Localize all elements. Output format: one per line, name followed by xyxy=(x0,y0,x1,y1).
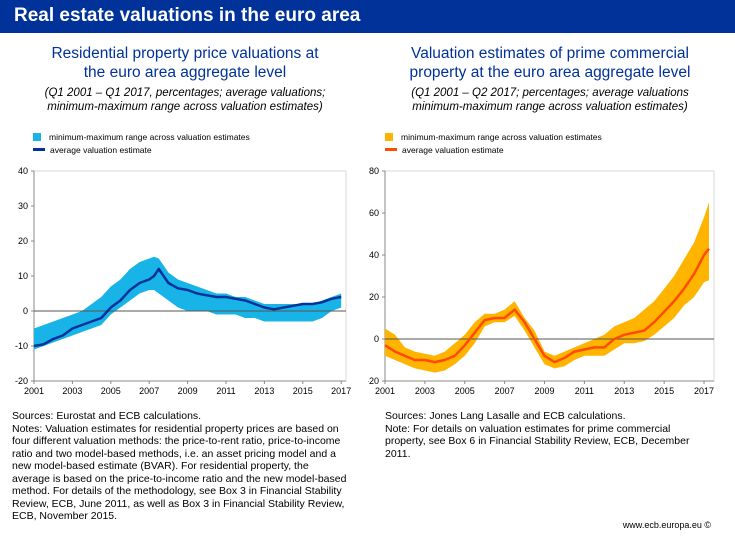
left-legend-range: minimum-maximum range across valuation e… xyxy=(33,130,250,143)
left-x-tick-label: 2009 xyxy=(178,386,198,396)
right-y-tick-label: 0 xyxy=(374,334,379,344)
left-y-tick-label: 20 xyxy=(18,236,28,246)
left-legend-range-label: minimum-maximum range across valuation e… xyxy=(49,131,250,142)
right-avg-line xyxy=(384,247,710,364)
right-subtitle-line1: (Q1 2001 – Q2 2017; percentages; average… xyxy=(411,87,689,99)
right-legend-range: minimum-maximum range across valuation e… xyxy=(385,130,602,143)
left-x-tick-label: 2017 xyxy=(331,386,351,396)
left-y-tick-label: -20 xyxy=(15,376,28,386)
right-x-tick-label: 2001 xyxy=(375,386,395,396)
left-avg-line xyxy=(33,267,342,348)
right-x-tick-label: 2017 xyxy=(694,386,714,396)
left-subtitle-line2: minimum-maximum range across valuation e… xyxy=(47,101,323,113)
left-notes-line: ECB, November 2015. xyxy=(12,510,118,522)
right-x-tick-label: 2003 xyxy=(415,386,435,396)
left-y-tick-label: 30 xyxy=(18,201,28,211)
right-x-tick-label: 2007 xyxy=(495,386,515,396)
left-notes-line: Sources: Eurostat and ECB calculations. xyxy=(12,410,202,422)
right-title-line2: property at the euro area aggregate leve… xyxy=(409,64,691,81)
left-x-tick-label: 2005 xyxy=(101,386,121,396)
right-y-tick-label: 40 xyxy=(369,250,379,260)
left-legend-avg-swatch xyxy=(33,148,45,151)
left-y-tick-label: 10 xyxy=(18,271,28,281)
left-legend-avg: average valuation estimate xyxy=(33,143,250,156)
left-x-tick-label: 2011 xyxy=(216,386,235,396)
right-legend-range-swatch xyxy=(385,132,393,141)
left-y-tick-label: -10 xyxy=(15,341,28,351)
left-x-tick-label: 2007 xyxy=(139,386,159,396)
left-notes-line: ratio and two model-based methods, i.e. … xyxy=(12,447,336,460)
left-title-line2: the euro area aggregate level xyxy=(83,64,287,81)
page-title: Real estate valuations in the euro area xyxy=(14,5,361,26)
right-notes: Sources: Jones Lang Lasalle and ECB calc… xyxy=(385,410,730,460)
right-notes-line: Note: For details on valuation estimates… xyxy=(385,422,671,435)
right-x-tick-label: 2009 xyxy=(534,386,554,396)
right-range-band xyxy=(385,202,709,373)
right-legend-avg-label: average valuation estimate xyxy=(402,144,504,155)
right-y-tick-label: 60 xyxy=(369,208,379,218)
header-bar: Real estate valuations in the euro area xyxy=(0,0,735,33)
left-chart-subtitle: (Q1 2001 – Q1 2017, percentages; average… xyxy=(5,86,365,114)
left-notes-line: four different valuation methods: the pr… xyxy=(12,435,341,447)
left-subtitle-line1: (Q1 2001 – Q1 2017, percentages; average… xyxy=(44,87,326,99)
right-x-tick-label: 2011 xyxy=(575,386,594,396)
left-x-tick-label: 2015 xyxy=(293,386,313,396)
right-notes-line: Sources: Jones Lang Lasalle and ECB calc… xyxy=(385,410,626,422)
right-x-tick-label: 2013 xyxy=(614,386,634,396)
left-notes-line: Notes: Valuation estimates for residenti… xyxy=(12,422,339,435)
right-legend: minimum-maximum range across valuation e… xyxy=(385,130,602,156)
left-legend: minimum-maximum range across valuation e… xyxy=(33,130,250,156)
left-notes-line: Review, ECB, June 2011, as well as Box 3… xyxy=(12,497,345,510)
right-plot-frame xyxy=(384,170,715,382)
right-chart-subtitle: (Q1 2001 – Q2 2017; percentages; average… xyxy=(370,86,730,114)
left-y-tick-label: 40 xyxy=(18,166,28,176)
left-x-tick-label: 2003 xyxy=(62,386,82,396)
right-notes-line: 2011. xyxy=(385,447,411,460)
right-subtitle-line2: minimum-maximum range across valuation e… xyxy=(412,101,688,113)
right-notes-line: property, see Box 6 in Financial Stabili… xyxy=(385,435,690,447)
footer-url: www.ecb.europa.eu © xyxy=(622,520,711,530)
left-x-tick-label: 2013 xyxy=(254,386,274,396)
left-notes: Sources: Eurostat and ECB calculations. … xyxy=(12,410,382,523)
right-legend-avg: average valuation estimate xyxy=(385,143,602,156)
right-x-tick-label: 2015 xyxy=(654,386,674,396)
left-legend-avg-label: average valuation estimate xyxy=(50,144,152,155)
right-title-line1: Valuation estimates of prime commercial xyxy=(411,45,689,62)
left-title-line1: Residential property price valuations at xyxy=(51,45,319,62)
right-chart-title: Valuation estimates of prime commercial … xyxy=(370,44,730,82)
left-notes-line: method. For details of the methodology, … xyxy=(12,485,342,497)
left-legend-range-swatch xyxy=(33,132,41,141)
right-legend-avg-swatch xyxy=(385,148,397,151)
right-legend-range-label: minimum-maximum range across valuation e… xyxy=(401,131,602,142)
left-notes-line: new model-based estimate (BVAR). For res… xyxy=(12,460,309,472)
right-x-tick-label: 2005 xyxy=(455,386,475,396)
left-notes-line: average is based on the price-to-income … xyxy=(12,472,347,485)
left-chart-title: Residential property price valuations at… xyxy=(5,44,365,82)
right-y-tick-label: 80 xyxy=(369,166,379,176)
left-plot-frame xyxy=(33,170,347,382)
left-x-tick-label: 2001 xyxy=(24,386,44,396)
left-y-tick-label: 0 xyxy=(23,306,28,316)
right-y-tick-label: -20 xyxy=(368,376,379,386)
left-range-band xyxy=(34,256,342,350)
right-y-tick-label: 20 xyxy=(369,292,379,302)
